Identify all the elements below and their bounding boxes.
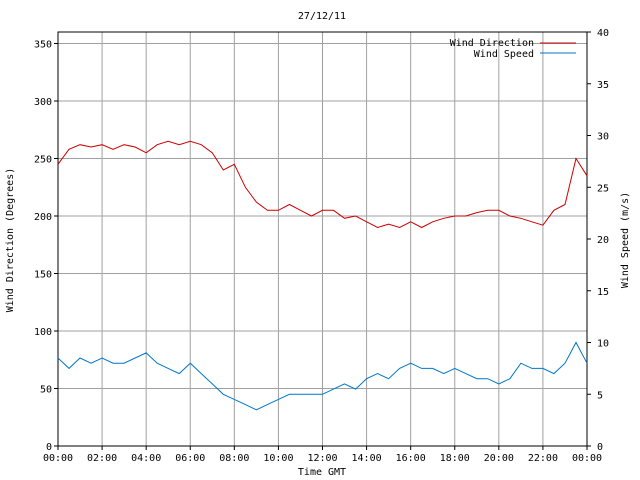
x-tick-label: 00:00: [572, 453, 602, 464]
y-tick-label-left: 350: [34, 40, 52, 51]
y-tick-label-left: 50: [40, 385, 52, 396]
series-layer: [57, 140, 588, 411]
x-axis-label: Time GMT: [298, 467, 346, 478]
x-tick-label: 18:00: [440, 453, 470, 464]
legend-label-direction: Wind Direction: [450, 38, 534, 49]
y-tick-label-left: 0: [46, 442, 52, 453]
x-tick-label: 20:00: [484, 453, 514, 464]
x-tick-label: 08:00: [219, 453, 249, 464]
x-tick-label: 12:00: [307, 453, 337, 464]
y-tick-label-right: 5: [597, 390, 603, 401]
series-line-wind-speed: [57, 341, 588, 411]
y-tick-label-right: 35: [597, 80, 609, 91]
y-tick-label-right: 20: [597, 235, 609, 246]
chart-title: 27/12/11: [298, 11, 346, 22]
legend: Wind Direction Wind Speed: [450, 38, 576, 60]
y-tick-label-left: 150: [34, 270, 52, 281]
grid: [58, 32, 587, 446]
x-tick-label: 06:00: [175, 453, 205, 464]
x-tick-label: 14:00: [352, 453, 382, 464]
x-tick-label: 00:00: [43, 453, 73, 464]
y-tick-label-left: 200: [34, 212, 52, 223]
y-tick-label-right: 40: [597, 28, 609, 39]
legend-label-speed: Wind Speed: [474, 49, 534, 60]
y-tick-label-right: 0: [597, 442, 603, 453]
x-tick-label: 16:00: [396, 453, 426, 464]
y-tick-label-left: 250: [34, 155, 52, 166]
y-tick-label-left: 300: [34, 97, 52, 108]
y-tick-label-right: 15: [597, 287, 609, 298]
series-line-wind-direction: [57, 140, 588, 229]
y-axis-label-right: Wind Speed (m/s): [620, 192, 631, 288]
y-tick-label-right: 30: [597, 132, 609, 143]
axes: 00:00 02:00 04:00 06:00 08:00 10:00 12:00 14:00…: [34, 28, 609, 464]
x-tick-label: 02:00: [87, 453, 117, 464]
y-tick-label-right: 25: [597, 183, 609, 194]
y-tick-label-right: 10: [597, 339, 609, 350]
y-tick-label-left: 100: [34, 327, 52, 338]
x-tick-label: 10:00: [263, 453, 293, 464]
y-axis-label-left: Wind Direction (Degrees): [5, 168, 16, 313]
x-tick-label: 22:00: [528, 453, 558, 464]
x-tick-label: 04:00: [131, 453, 161, 464]
